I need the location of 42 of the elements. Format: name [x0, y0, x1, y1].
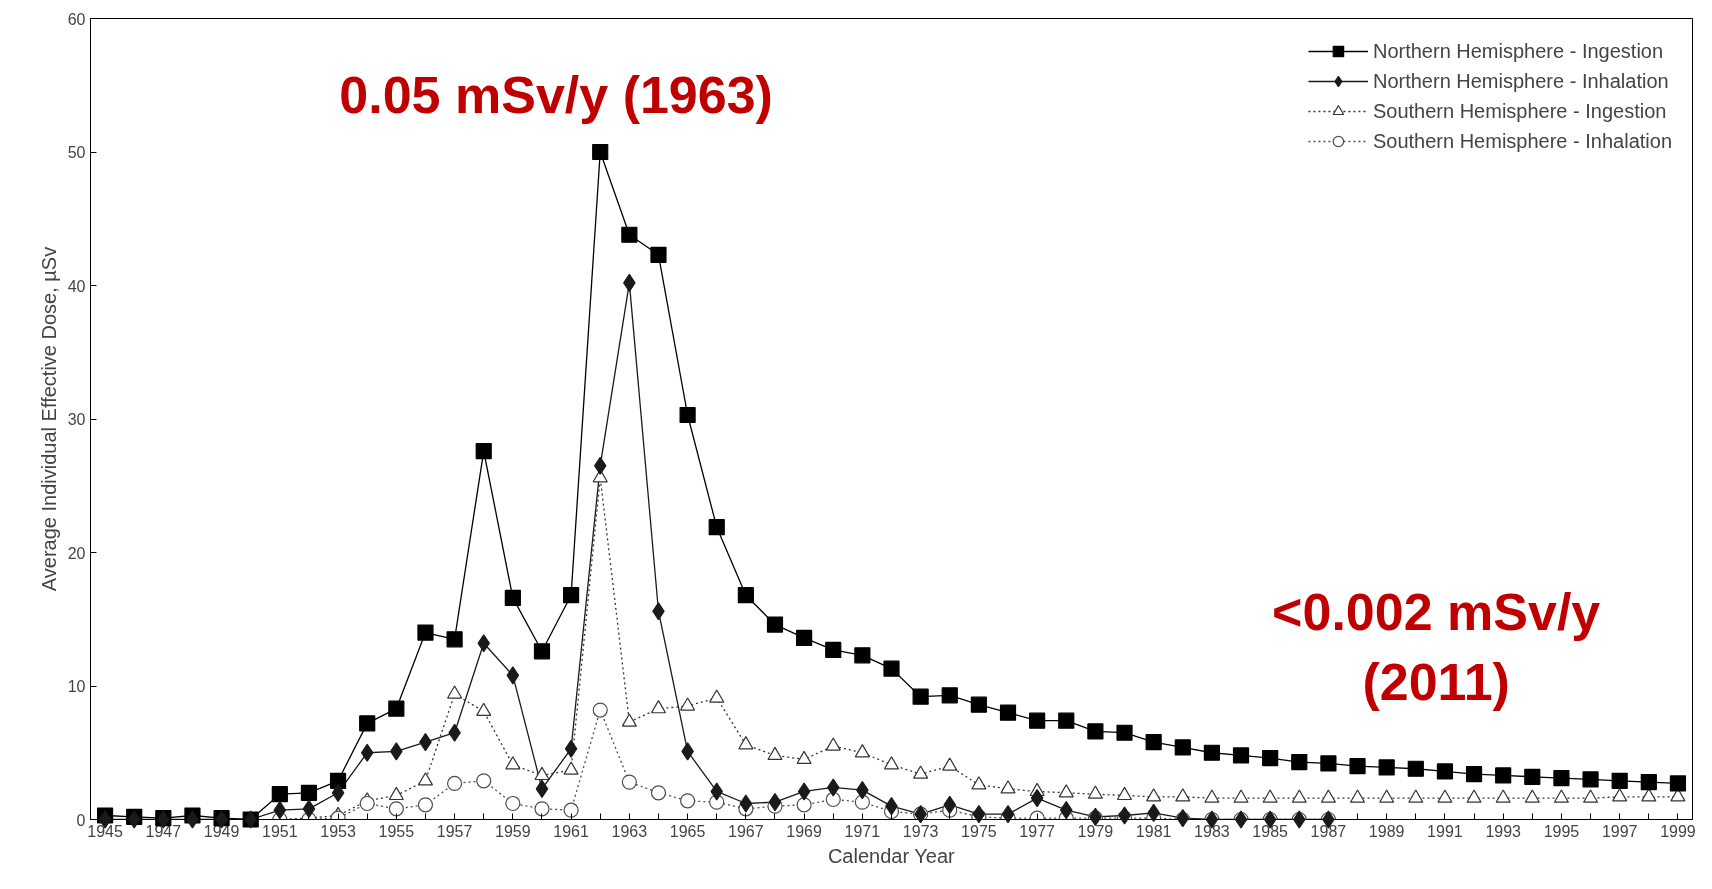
legend-label: Southern Hemisphere - Ingestion	[1372, 99, 1667, 123]
x-tick-label: 1967	[728, 822, 764, 840]
x-tick-label: 1949	[203, 822, 240, 840]
y-tick-label: 0	[76, 811, 86, 829]
y-tick-label: 40	[67, 277, 86, 295]
x-tick-label: 1995	[1543, 822, 1580, 840]
x-tick-label: 1989	[1368, 822, 1405, 840]
x-tick-label: 1971	[844, 822, 881, 840]
x-tick-label: 1953	[320, 822, 356, 840]
x-tick-label: 1991	[1427, 822, 1463, 840]
x-tick-label: 1957	[436, 822, 473, 840]
x-tick-label: 1987	[1310, 822, 1347, 840]
x-tick-label: 1955	[378, 822, 415, 840]
y-tick-label: 30	[67, 411, 86, 428]
legend-label: Southern Hemisphere - Inhalation	[1372, 129, 1672, 153]
x-tick-label: 1959	[495, 822, 531, 840]
x-tick-label: 1977	[1019, 822, 1056, 840]
x-tick-label: 1993	[1485, 822, 1522, 840]
x-tick-label: 1997	[1601, 822, 1638, 840]
y-tick-label: 50	[67, 144, 86, 161]
y-axis-title: Average Individual Effective Dose, µSv	[37, 246, 60, 592]
x-tick-label: 1981	[1135, 822, 1172, 840]
x-tick-label: 1983	[1194, 822, 1230, 840]
legend-label: Northern Hemisphere - Inhalation	[1372, 69, 1669, 93]
x-tick-label: 1979	[1077, 822, 1114, 840]
y-tick-label: 60	[67, 10, 86, 28]
x-tick-label: 1973	[902, 822, 939, 840]
x-tick-label: 1999	[1660, 822, 1696, 840]
x-tick-label: 1951	[262, 822, 298, 840]
x-tick-label: 1975	[961, 822, 997, 840]
y-tick-label: 10	[67, 678, 86, 695]
x-tick-label: 1965	[669, 822, 706, 840]
y-tick-label: 20	[67, 544, 86, 562]
x-tick-label: 1945	[87, 822, 123, 840]
x-tick-label: 1969	[786, 822, 823, 840]
annotation: 0.05 mSv/y (1963)	[339, 65, 773, 124]
x-axis-title: Calendar Year	[827, 844, 956, 867]
legend-label: Northern Hemisphere - Ingestion	[1372, 39, 1664, 63]
x-tick-label: 1961	[553, 822, 589, 840]
x-tick-label: 1985	[1252, 822, 1289, 840]
annotation: <0.002 mSv/y (2011)	[1272, 583, 1601, 712]
x-tick-label: 1963	[611, 822, 648, 840]
